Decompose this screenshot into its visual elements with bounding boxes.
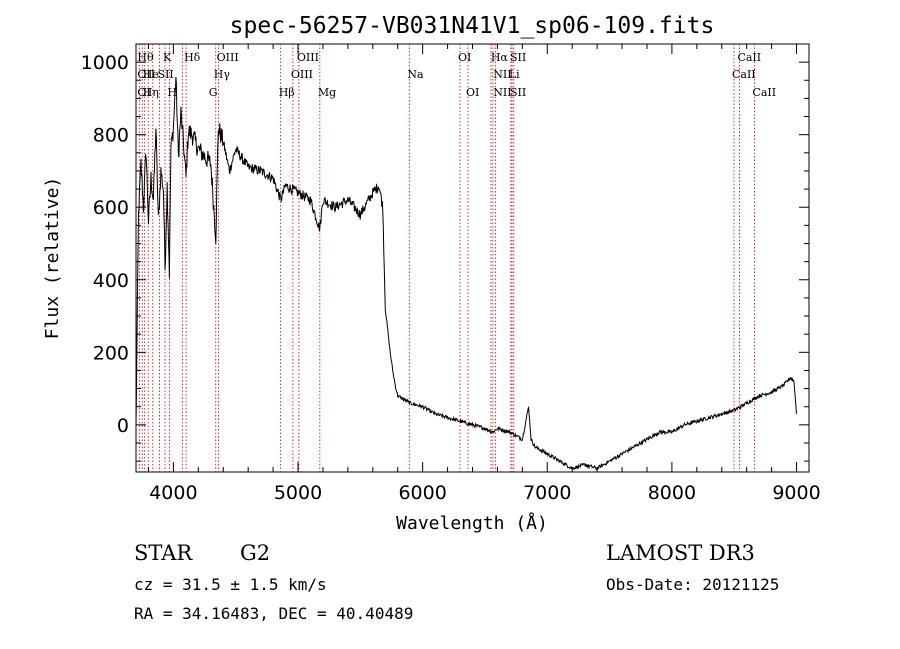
marker-label-row1-7: SII	[510, 51, 526, 64]
marker-label-row2-5: OIII	[291, 68, 313, 81]
marker-label-row3-7: NII	[493, 86, 511, 99]
x-tick-label-4: 8000	[648, 482, 696, 504]
marker-label-row3-5: Mg	[318, 86, 336, 99]
object-class: STAR	[134, 541, 193, 565]
line-markers	[138, 44, 755, 472]
marker-label-row2-7: NII	[493, 68, 511, 81]
y-tick-label-1: 200	[93, 342, 129, 364]
y-tick-label-5: 1000	[81, 52, 129, 74]
marker-label-row2-8: Li	[509, 68, 520, 81]
marker-label-row3-4: Hβ	[279, 86, 295, 99]
marker-label-row1-8: CaII	[737, 51, 761, 64]
marker-label-row2-9: CaII	[732, 68, 756, 81]
x-axis-label: Wavelength (Å)	[396, 512, 548, 534]
redshift-cz: cz = 31.5 ± 1.5 km/s	[134, 575, 327, 594]
marker-label-row1-6: Hα	[491, 51, 509, 64]
marker-label-row2-1: He	[143, 68, 159, 81]
marker-label-row2-3: SII	[158, 68, 174, 81]
y-tick-label-0: 0	[117, 415, 129, 437]
marker-label-row1-4: OIII	[297, 51, 319, 64]
marker-label-row2-2: I	[151, 68, 155, 81]
marker-label-row2-4: Hγ	[214, 68, 231, 81]
obs-date: Obs-Date: 20121125	[606, 575, 779, 594]
object-subclass: G2	[240, 541, 270, 565]
x-axis-ticks: 4000 5000 6000 7000 8000 9000	[147, 44, 821, 504]
x-tick-label-3: 7000	[523, 482, 571, 504]
ra-dec: RA = 34.16483, DEC = 40.40489	[134, 604, 413, 623]
marker-label-row3-3: G	[209, 86, 218, 99]
plot-frame	[135, 43, 810, 473]
marker-label-row1-0: Hθ	[137, 51, 154, 64]
marker-label-row3-9: CaII	[752, 86, 776, 99]
marker-label-row1-1: K	[163, 51, 172, 64]
spectrum-line	[135, 76, 797, 472]
marker-label-row3-2: H	[167, 86, 177, 99]
marker-label-row1-3: OIII	[217, 51, 239, 64]
y-tick-label-3: 600	[93, 197, 129, 219]
y-tick-label-2: 400	[93, 270, 129, 292]
marker-label-row2-0: OII	[137, 68, 155, 81]
marker-label-row3-1: Hη	[143, 86, 159, 99]
marker-label-row1-2: Hδ	[184, 51, 201, 64]
marker-label-row3-6: OI	[466, 86, 479, 99]
marker-label-row3-8: SII	[510, 86, 526, 99]
x-tick-label-5: 9000	[772, 482, 820, 504]
survey-name: LAMOST DR3	[606, 541, 755, 565]
y-axis-label: Flux (relative)	[42, 177, 63, 340]
x-tick-label-2: 6000	[398, 482, 446, 504]
marker-label-row3-0: OI	[137, 86, 150, 99]
y-axis-ticks: 0 200 400 600 800 1000	[81, 52, 809, 462]
marker-label-row1-5: OI	[458, 51, 471, 64]
y-tick-label-4: 800	[93, 125, 129, 147]
x-tick-label-1: 5000	[274, 482, 322, 504]
chart-title: spec-56257-VB031N41V1_sp06-109.fits	[230, 13, 715, 39]
x-tick-label-0: 4000	[149, 482, 197, 504]
marker-label-row2-6: Na	[407, 68, 424, 81]
